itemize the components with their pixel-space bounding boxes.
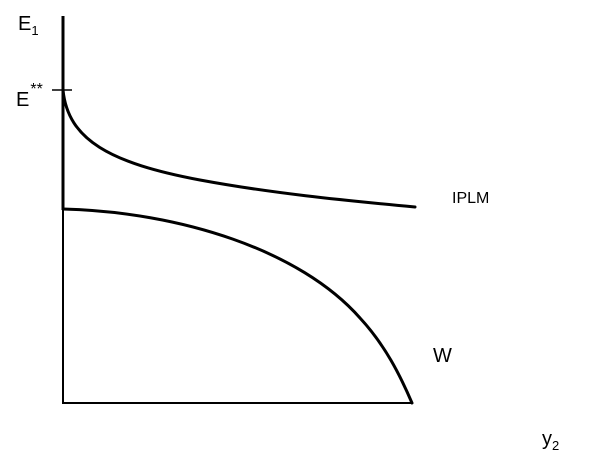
y-axis-label-group: E1 [18, 13, 39, 38]
x-axis-subscript: 2 [552, 438, 559, 453]
x-axis-label-group: y2 [542, 428, 559, 453]
w-label: W [433, 345, 452, 367]
y-axis-subscript: 1 [31, 23, 38, 38]
x-axis-label: y [542, 428, 552, 450]
w-curve [63, 209, 412, 403]
y-axis-label: E [18, 13, 31, 35]
e-star-star-label-group: E** [16, 81, 43, 111]
e-star-star-superscript: ** [30, 81, 42, 98]
e-star-star-label: E [16, 89, 29, 111]
iplm-label: IPLM [452, 190, 489, 207]
iplm-curve [63, 90, 415, 207]
